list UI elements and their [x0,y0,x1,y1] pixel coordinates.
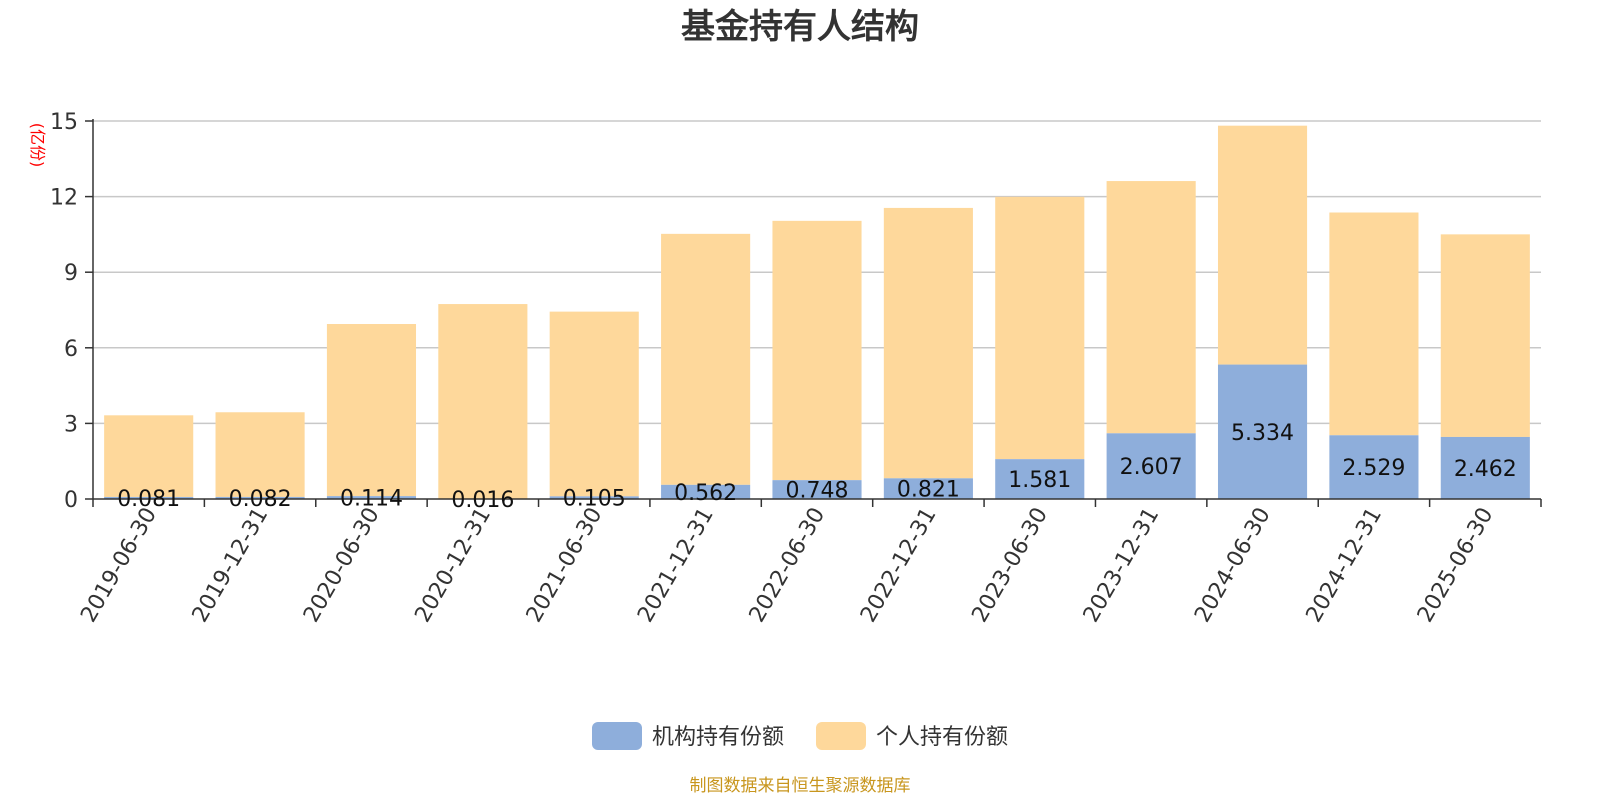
y-tick-label: 3 [64,412,78,437]
data-label: 0.114 [340,487,403,512]
x-tick-label: 2025-06-30 [1413,504,1499,627]
bar-institutional [995,459,1085,499]
source-note: 制图数据来自恒生聚源数据库 [690,776,911,796]
bar-personal [1329,212,1419,436]
data-label: 0.016 [451,488,514,513]
bar-personal [1106,181,1196,434]
data-label: 0.748 [786,479,849,504]
bar-institutional [326,496,417,499]
legend-swatch[interactable] [592,722,642,750]
x-tick-label: 2022-06-30 [745,504,831,627]
y-tick-label: 15 [50,110,78,135]
data-label: 2.462 [1454,457,1517,482]
bar-personal [661,233,751,485]
legend[interactable]: 机构持有份额 个人持有份额 [592,722,1008,750]
bar-institutional [104,496,194,499]
data-label: 5.334 [1231,421,1294,446]
bar-personal [1440,234,1530,437]
y-axis-label: (亿份) [28,123,47,168]
x-tick-label: 2022-12-31 [856,504,942,627]
x-tick-label: 2019-12-31 [188,504,274,627]
bar-personal [549,311,639,497]
x-tick-label: 2023-12-31 [1079,504,1165,627]
bar-personal [215,412,305,497]
y-tick-label: 0 [64,488,78,513]
legend-label[interactable]: 机构持有份额 [652,725,784,750]
bar-personal [772,220,862,481]
x-tick-label: 2021-12-31 [633,504,719,627]
bar-personal [1217,125,1308,365]
bar-institutional [661,484,751,499]
bar-institutional [1106,433,1196,499]
x-tick-label: 2021-06-30 [522,504,608,627]
bar-institutional [772,480,862,499]
x-tick-label: 2024-12-31 [1302,504,1388,627]
x-tick-label: 2019-06-30 [76,504,162,627]
bar-institutional [1440,436,1530,499]
bars [104,125,1530,499]
data-label: 2.607 [1120,455,1183,480]
y-tick-label: 6 [64,337,78,362]
y-tick-label: 12 [50,186,78,211]
bar-personal [104,415,194,497]
bar-personal [438,304,528,499]
data-label: 1.581 [1008,468,1071,493]
chart-title: 基金持有人结构 [681,7,919,47]
data-label: 0.105 [563,487,626,512]
y-tick-label: 9 [64,261,78,286]
bar-institutional [883,478,973,499]
bar-personal [883,207,973,479]
x-tick-label: 2020-06-30 [299,504,385,627]
bar-personal [326,324,417,497]
data-label: 2.529 [1342,456,1405,481]
bar-institutional [215,496,305,499]
x-tick-label: 2023-06-30 [967,504,1053,627]
x-tick-label: 2024-06-30 [1190,504,1276,627]
legend-swatch[interactable] [816,722,866,750]
x-tick-label: 2020-12-31 [410,504,496,627]
bar-personal [995,196,1085,460]
data-labels: 0.081 0.082 0.114 0.016 0.105 0.562 0.748 0.821… [117,421,1517,513]
data-label: 0.562 [674,481,737,506]
bar-institutional [1329,435,1419,499]
data-label: 0.082 [229,487,292,512]
bar-institutional [1217,364,1308,499]
legend-label[interactable]: 个人持有份额 [876,725,1008,750]
data-label: 0.821 [897,478,960,503]
bar-institutional [549,496,639,499]
data-label: 0.081 [117,487,180,512]
